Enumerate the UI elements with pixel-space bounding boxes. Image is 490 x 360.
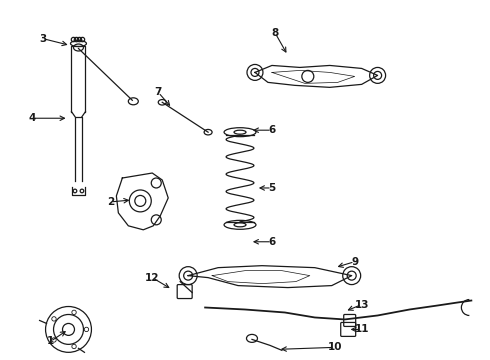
Text: 13: 13 (354, 300, 369, 310)
Text: 6: 6 (269, 237, 275, 247)
Text: 3: 3 (39, 33, 46, 44)
Polygon shape (188, 266, 352, 288)
Text: 7: 7 (154, 87, 162, 97)
Polygon shape (116, 173, 168, 230)
Text: 10: 10 (327, 342, 342, 352)
Text: 11: 11 (354, 324, 369, 334)
Polygon shape (255, 66, 378, 87)
Text: 8: 8 (271, 28, 278, 37)
Text: 9: 9 (351, 257, 358, 267)
Text: 4: 4 (29, 113, 36, 123)
Text: 12: 12 (145, 273, 160, 283)
Text: 1: 1 (47, 336, 54, 346)
Text: 6: 6 (269, 125, 275, 135)
Text: 2: 2 (107, 197, 114, 207)
Text: 5: 5 (269, 183, 275, 193)
